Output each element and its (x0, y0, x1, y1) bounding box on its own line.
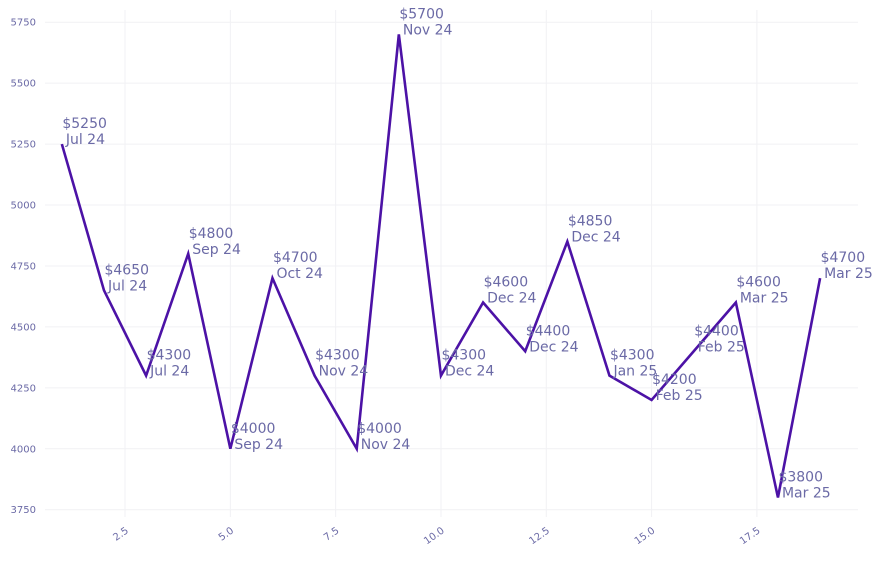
y-axis-ticks: 3750 4000 4250 4500 4750 5000 5250 5500 5750 (11, 18, 36, 517)
data-label-price: $4300 (610, 348, 655, 364)
x-tick-label: 15.0 (633, 525, 658, 547)
data-label-date: Nov 24 (403, 22, 453, 38)
data-label-price: $4850 (568, 214, 613, 230)
data-label-date: Mar 25 (782, 486, 831, 502)
y-tick-label: 3750 (11, 505, 36, 516)
data-label-price: $4400 (526, 323, 571, 339)
data-label-price: $4000 (231, 421, 276, 437)
data-label-date: Nov 24 (361, 437, 411, 453)
x-tick-label: 10.0 (422, 525, 447, 547)
data-label-price: $4700 (821, 250, 866, 266)
y-tick-label: 4750 (11, 261, 36, 272)
data-label-price: $4300 (147, 348, 192, 364)
x-tick-label: 2.5 (111, 525, 130, 543)
data-label-date: Jul 24 (149, 364, 189, 380)
x-tick-label: 12.5 (527, 525, 552, 547)
data-label-price: $4700 (273, 250, 318, 266)
data-label-price: $4300 (315, 348, 360, 364)
data-label-date: Feb 25 (698, 339, 745, 355)
data-label-price: $4000 (357, 421, 402, 437)
data-label-date: Dec 24 (571, 230, 620, 246)
data-label-date: Feb 25 (656, 388, 703, 404)
series-line (60, 34, 822, 498)
data-label-price: $4600 (484, 275, 529, 291)
y-tick-label: 4000 (11, 444, 36, 455)
data-label-price: $4800 (189, 226, 234, 242)
data-label-date: Mar 25 (824, 266, 873, 282)
gridlines (45, 10, 858, 517)
y-tick-label: 5250 (11, 140, 36, 151)
x-axis-ticks: 2.5 5.0 7.5 10.0 12.5 15.0 17.5 (111, 525, 762, 547)
x-tick-label: 5.0 (217, 525, 236, 543)
data-label-date: Nov 24 (319, 364, 369, 380)
y-tick-label: 5750 (11, 18, 36, 29)
data-label-date: Dec 24 (487, 291, 536, 307)
x-tick-label: 7.5 (322, 525, 341, 543)
data-label-price: $3800 (778, 470, 823, 486)
y-tick-label: 5000 (11, 201, 36, 212)
data-label-price: $4650 (104, 262, 149, 278)
data-label-date: Dec 24 (445, 364, 494, 380)
data-label-price: $5250 (62, 116, 107, 132)
data-label-date: Jul 24 (65, 132, 105, 148)
data-label-price: $4200 (652, 372, 697, 388)
y-tick-label: 5500 (11, 79, 36, 90)
data-label-price: $4400 (694, 323, 739, 339)
data-label-price: $4600 (736, 275, 781, 291)
y-tick-label: 4250 (11, 383, 36, 394)
data-label-date: Sep 24 (234, 437, 283, 453)
data-label-date: Dec 24 (529, 339, 578, 355)
data-label-date: Sep 24 (192, 242, 241, 258)
data-label-date: Jul 24 (107, 278, 147, 294)
data-label-price: $5700 (399, 6, 444, 22)
data-label-price: $4300 (441, 348, 486, 364)
data-label-date: Oct 24 (276, 266, 323, 282)
data-label-date: Jan 25 (612, 364, 657, 380)
data-label-date: Mar 25 (740, 291, 789, 307)
x-tick-label: 17.5 (738, 525, 763, 547)
y-tick-label: 4500 (11, 322, 36, 333)
